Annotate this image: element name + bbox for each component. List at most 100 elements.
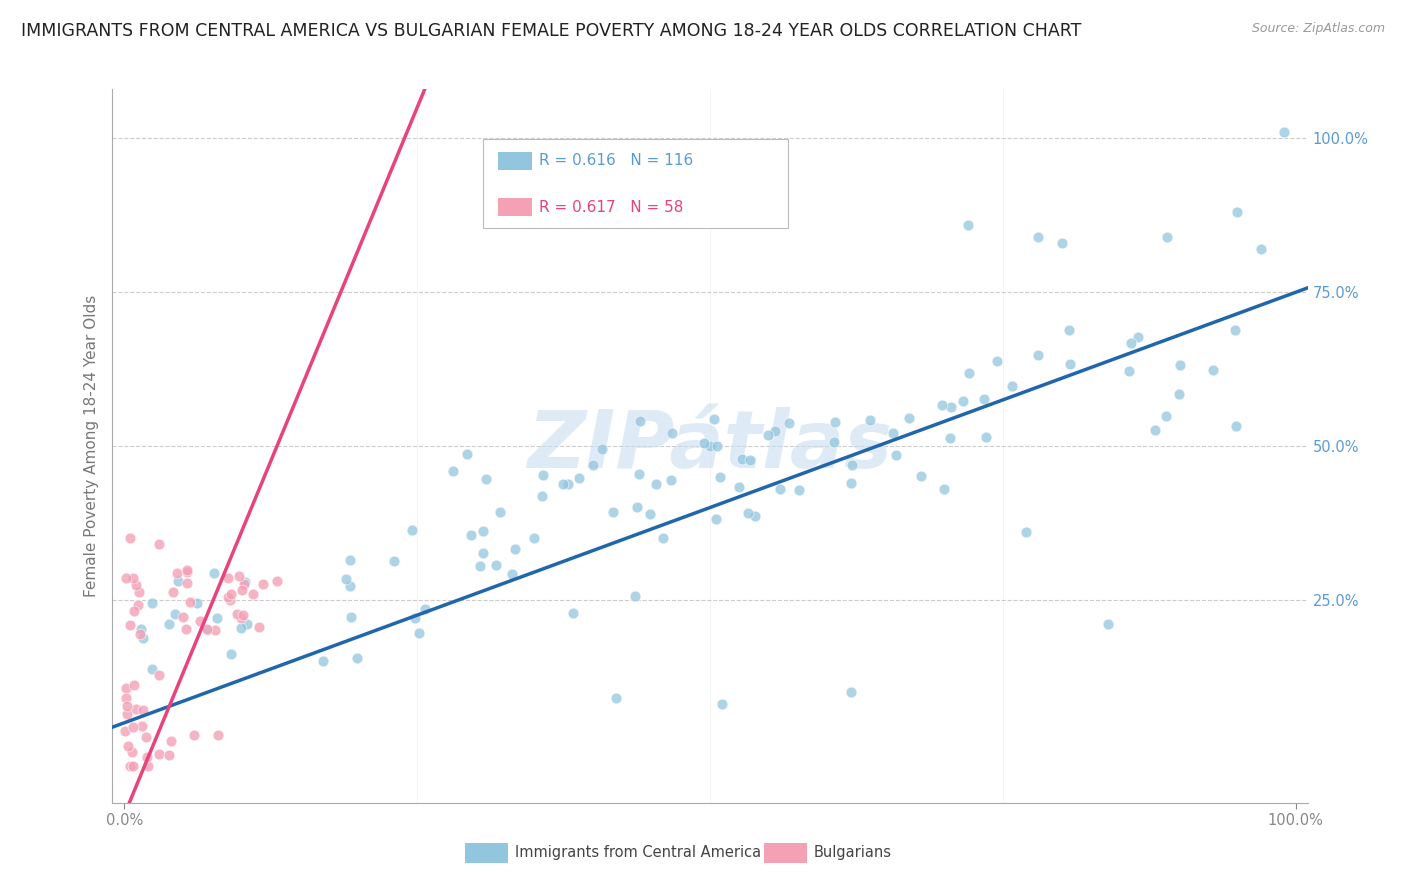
FancyBboxPatch shape bbox=[484, 139, 787, 228]
Point bbox=[172, 610, 194, 624]
Point bbox=[188, 614, 211, 628]
Point bbox=[910, 469, 932, 483]
Point bbox=[148, 537, 170, 551]
Point bbox=[166, 574, 188, 588]
Point bbox=[474, 473, 496, 487]
Point bbox=[1250, 242, 1272, 256]
Point bbox=[195, 623, 218, 637]
Point bbox=[763, 424, 786, 438]
Point bbox=[758, 427, 780, 442]
Point bbox=[121, 746, 143, 760]
Point bbox=[312, 654, 335, 668]
Point bbox=[1126, 330, 1149, 344]
Point bbox=[738, 453, 761, 467]
Point bbox=[252, 576, 274, 591]
Point bbox=[339, 552, 361, 566]
Point bbox=[114, 724, 136, 739]
Point bbox=[148, 747, 170, 761]
Point bbox=[652, 531, 675, 545]
Point bbox=[1156, 230, 1178, 244]
Point bbox=[1223, 323, 1246, 337]
Point bbox=[778, 417, 800, 431]
Point bbox=[221, 647, 243, 661]
Y-axis label: Female Poverty Among 18-24 Year Olds: Female Poverty Among 18-24 Year Olds bbox=[83, 295, 98, 597]
Point bbox=[939, 431, 962, 445]
Point bbox=[117, 739, 139, 753]
Point bbox=[501, 566, 523, 581]
Point bbox=[859, 413, 882, 427]
Point bbox=[931, 399, 953, 413]
Point bbox=[122, 759, 145, 773]
Point bbox=[207, 728, 229, 742]
Point bbox=[1168, 387, 1191, 401]
Point bbox=[934, 482, 956, 496]
Point bbox=[231, 583, 253, 598]
Point bbox=[118, 618, 141, 632]
Point bbox=[1168, 359, 1191, 373]
Point bbox=[128, 585, 150, 599]
Point bbox=[1225, 418, 1247, 433]
Point bbox=[468, 558, 491, 573]
Bar bbox=[499, 198, 531, 216]
Point bbox=[124, 678, 146, 692]
Point bbox=[233, 575, 256, 590]
Point bbox=[952, 393, 974, 408]
Point bbox=[472, 546, 495, 560]
Point bbox=[125, 578, 148, 592]
Point bbox=[404, 611, 426, 625]
Point bbox=[157, 616, 180, 631]
Point bbox=[179, 594, 201, 608]
Point bbox=[1001, 379, 1024, 393]
Point bbox=[217, 571, 239, 585]
Point bbox=[553, 477, 575, 491]
Point bbox=[704, 512, 727, 526]
Text: Immigrants from Central America: Immigrants from Central America bbox=[515, 846, 762, 860]
Point bbox=[219, 587, 242, 601]
Point bbox=[408, 625, 430, 640]
Point bbox=[471, 524, 494, 538]
Point bbox=[591, 442, 613, 456]
Point bbox=[339, 578, 361, 592]
Point bbox=[228, 569, 250, 583]
Point bbox=[489, 505, 512, 519]
Point bbox=[1059, 357, 1081, 371]
Point bbox=[135, 750, 157, 764]
Point bbox=[340, 610, 363, 624]
Point bbox=[242, 587, 264, 601]
Point bbox=[568, 471, 591, 485]
Point bbox=[115, 681, 138, 695]
Point bbox=[236, 616, 259, 631]
Text: R = 0.616   N = 116: R = 0.616 N = 116 bbox=[538, 153, 693, 169]
Point bbox=[824, 416, 846, 430]
Point bbox=[628, 467, 651, 482]
Point bbox=[176, 563, 198, 577]
Point bbox=[141, 596, 163, 610]
Point bbox=[204, 623, 226, 637]
Point bbox=[986, 354, 1008, 368]
Point bbox=[605, 691, 627, 706]
Point bbox=[176, 566, 198, 580]
Point bbox=[628, 414, 651, 428]
Point bbox=[124, 604, 146, 618]
Point bbox=[706, 439, 728, 453]
Text: IMMIGRANTS FROM CENTRAL AMERICA VS BULGARIAN FEMALE POVERTY AMONG 18-24 YEAR OLD: IMMIGRANTS FROM CENTRAL AMERICA VS BULGA… bbox=[21, 22, 1081, 40]
Point bbox=[125, 702, 148, 716]
Point bbox=[1154, 409, 1177, 424]
Point bbox=[247, 620, 270, 634]
Point bbox=[557, 476, 579, 491]
Point bbox=[141, 662, 163, 676]
Point bbox=[186, 596, 208, 610]
Text: R = 0.617   N = 58: R = 0.617 N = 58 bbox=[538, 200, 683, 215]
Point bbox=[441, 464, 464, 478]
Point bbox=[114, 691, 136, 706]
Point bbox=[582, 458, 605, 472]
Point bbox=[162, 584, 184, 599]
Point bbox=[346, 651, 368, 665]
Point bbox=[148, 667, 170, 681]
Point bbox=[232, 577, 254, 591]
Point bbox=[174, 622, 197, 636]
Point bbox=[229, 621, 252, 635]
Point bbox=[382, 554, 405, 568]
Point bbox=[135, 730, 157, 744]
Point bbox=[787, 483, 810, 497]
